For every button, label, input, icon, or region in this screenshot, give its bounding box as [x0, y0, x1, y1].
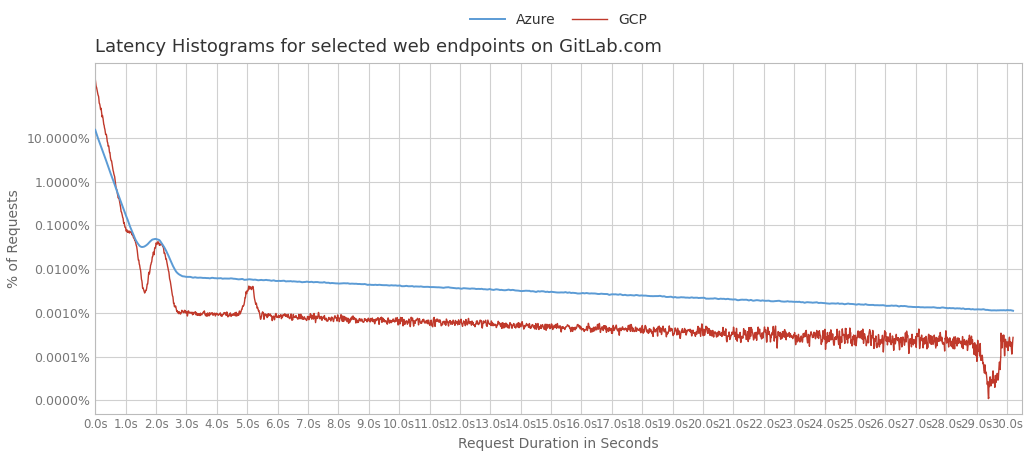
Azure: [1000, 308, 1012, 313]
Azure: [1007, 308, 1020, 313]
GCP: [312, 313, 324, 318]
GCP: [89, 76, 101, 82]
Azure: [434, 285, 447, 290]
GCP: [302, 314, 315, 319]
Y-axis label: % of Requests: % of Requests: [7, 189, 21, 288]
GCP: [1007, 335, 1020, 340]
Line: GCP: GCP: [95, 79, 1013, 398]
GCP: [434, 323, 447, 328]
GCP: [501, 324, 513, 329]
Azure: [308, 279, 320, 285]
Text: Latency Histograms for selected web endpoints on GitLab.com: Latency Histograms for selected web endp…: [95, 38, 663, 56]
Azure: [501, 287, 513, 293]
GCP: [1000, 340, 1012, 346]
Azure: [312, 279, 324, 285]
X-axis label: Request Duration in Seconds: Request Duration in Seconds: [458, 437, 659, 451]
GCP: [982, 396, 995, 401]
Azure: [302, 279, 315, 285]
GCP: [308, 315, 320, 321]
Azure: [89, 127, 101, 132]
Legend: Azure, GCP: Azure, GCP: [464, 7, 652, 33]
Line: Azure: Azure: [95, 130, 1013, 311]
